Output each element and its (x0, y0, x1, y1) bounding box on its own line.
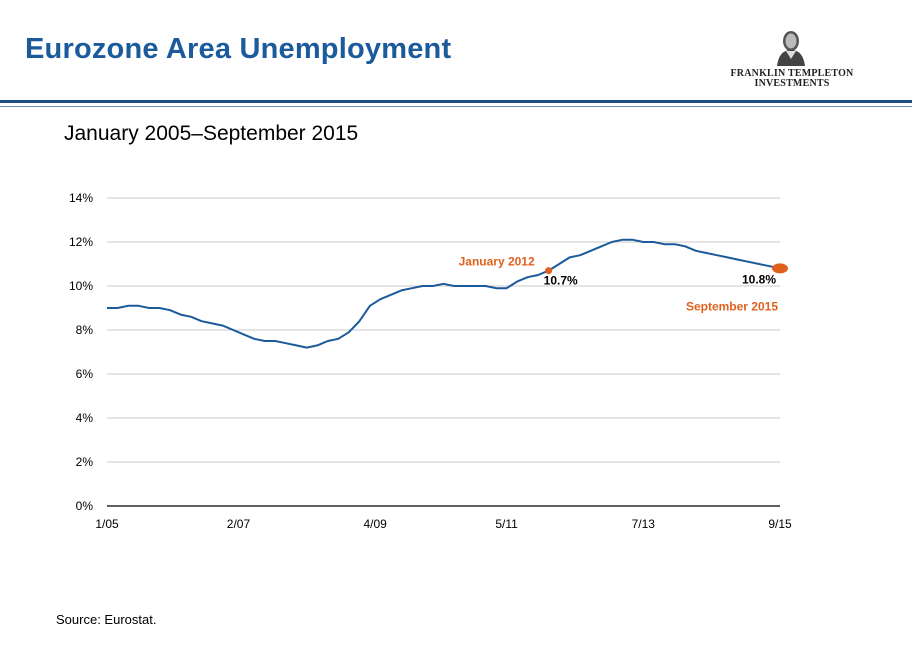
franklin-templeton-logo: FRANKLIN TEMPLETON INVESTMENTS (728, 26, 853, 89)
data-label: 10.8% (742, 272, 776, 286)
x-tick-label: 1/05 (95, 517, 119, 531)
logo-text-line2: INVESTMENTS (754, 78, 830, 89)
logo-text-line1: FRANKLIN TEMPLETON (730, 68, 854, 79)
y-tick-label: 4% (76, 411, 94, 425)
marker-point (772, 263, 788, 274)
y-tick-label: 8% (76, 323, 94, 337)
header-rule (0, 100, 912, 103)
source-note: Source: Eurostat. (56, 612, 157, 627)
x-tick-label: 4/09 (363, 517, 387, 531)
y-tick-label: 6% (76, 367, 94, 381)
y-tick-label: 2% (76, 455, 94, 469)
x-tick-label: 9/15 (768, 517, 792, 531)
x-tick-label: 7/13 (632, 517, 656, 531)
page-title: Eurozone Area Unemployment (25, 33, 452, 65)
y-tick-label: 0% (76, 499, 94, 513)
y-tick-label: 12% (69, 235, 93, 249)
x-tick-label: 5/11 (495, 517, 518, 531)
series-line (107, 238, 781, 349)
unemployment-line-chart: 0% 2% 4% 6% 8% 10% 12% 14% 1/05 2/07 4/09 5/11 7/13 9… (69, 191, 792, 531)
chart-subtitle: January 2005–September 2015 (64, 122, 359, 145)
data-label: 10.7% (544, 274, 578, 288)
x-tick-label: 2/07 (227, 517, 251, 531)
y-tick-label: 10% (69, 279, 93, 293)
franklin-portrait-icon (777, 31, 805, 66)
y-tick-label: 14% (69, 191, 93, 205)
annotation-label: September 2015 (686, 299, 778, 313)
marker-point (545, 267, 553, 275)
header-rule-thin (0, 106, 912, 107)
annotation-label: January 2012 (459, 255, 535, 269)
